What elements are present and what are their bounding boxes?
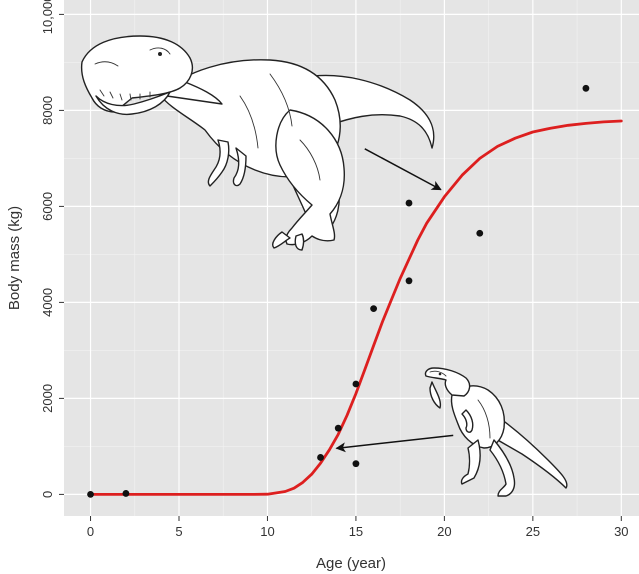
y-tick-label: 8000 xyxy=(40,96,55,125)
data-point xyxy=(317,454,324,461)
arrows xyxy=(335,148,454,453)
y-tick-label: 6000 xyxy=(40,192,55,221)
annotation-arrow xyxy=(364,148,442,191)
data-point xyxy=(87,491,94,498)
adult-trex-illustration xyxy=(80,35,435,251)
data-point xyxy=(370,305,378,313)
data-point xyxy=(122,490,130,497)
data-point xyxy=(405,199,413,207)
y-tick-label: 2000 xyxy=(40,384,55,413)
x-tick-label: 0 xyxy=(87,524,94,539)
juvenile-trex-illustration xyxy=(424,367,568,497)
data-point xyxy=(476,229,484,237)
annotation-arrow xyxy=(335,434,454,453)
x-axis: 0 5 10 15 20 25 30 xyxy=(87,516,629,539)
y-tick-label: 10,000 xyxy=(40,0,55,34)
data-points xyxy=(87,84,590,498)
growth-curve xyxy=(89,119,623,496)
x-tick-label: 30 xyxy=(614,524,628,539)
data-point xyxy=(334,424,342,432)
data-point xyxy=(352,380,360,388)
x-tick-label: 10 xyxy=(260,524,274,539)
data-point xyxy=(352,460,360,468)
y-tick-label: 4000 xyxy=(40,288,55,317)
y-axis-title: Body mass (kg) xyxy=(6,206,23,310)
x-tick-label: 15 xyxy=(349,524,363,539)
y-axis: 0 2000 4000 6000 8000 10,000 xyxy=(40,0,64,498)
y-tick-label: 0 xyxy=(40,491,55,498)
x-tick-label: 25 xyxy=(526,524,540,539)
x-tick-label: 20 xyxy=(437,524,451,539)
x-axis-title: Age (year) xyxy=(316,555,386,572)
x-tick-label: 5 xyxy=(175,524,182,539)
data-point xyxy=(405,277,413,285)
data-point xyxy=(582,84,590,92)
